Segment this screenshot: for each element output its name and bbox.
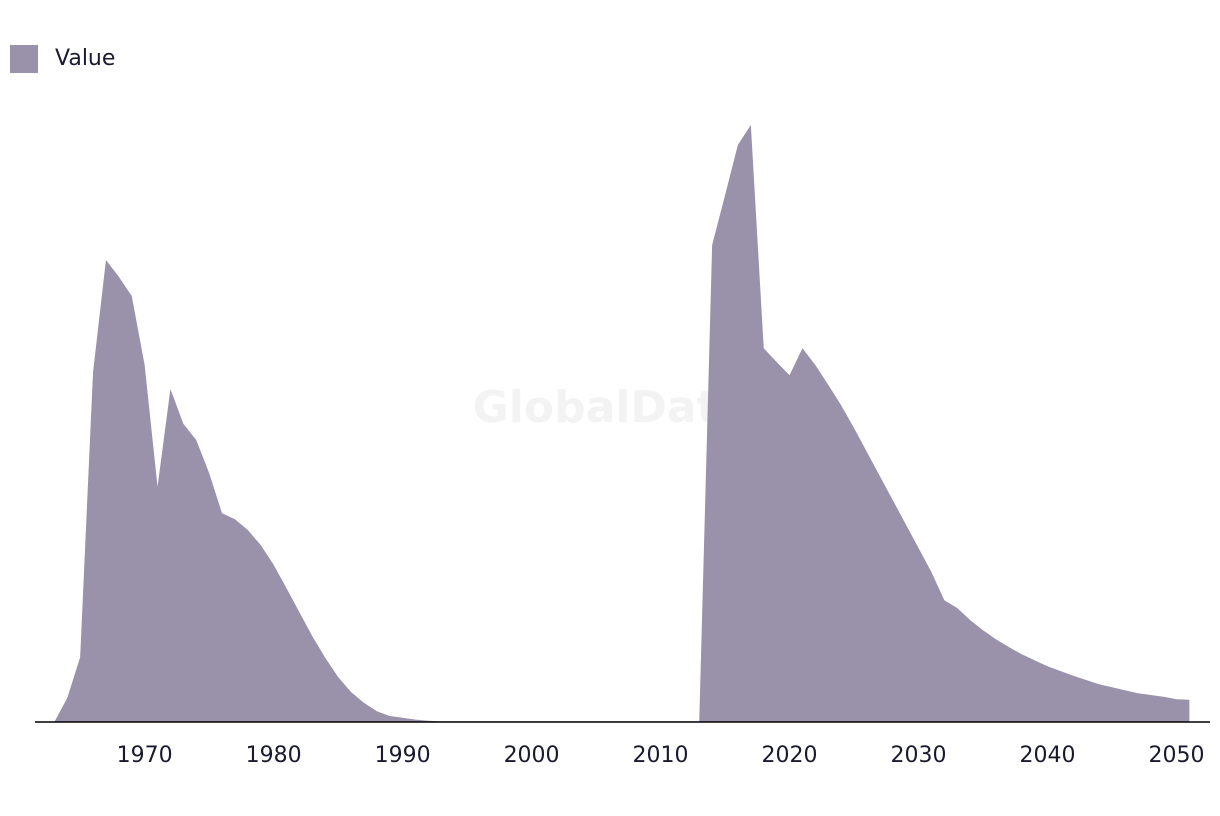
x-tick-label: 1970 xyxy=(117,743,173,768)
x-tick-label: 1980 xyxy=(246,743,302,768)
legend-label: Value xyxy=(55,46,115,71)
x-tick-label: 2050 xyxy=(1148,743,1204,768)
x-tick-label: 2020 xyxy=(762,743,818,768)
x-tick-label: 1990 xyxy=(375,743,431,768)
x-tick-label: 2010 xyxy=(633,743,689,768)
legend-swatch xyxy=(10,45,38,73)
x-tick-label: 2000 xyxy=(504,743,560,768)
area xyxy=(54,125,1190,722)
x-tick-label: 2030 xyxy=(891,743,947,768)
watermark: GlobalData xyxy=(473,382,748,433)
x-tick-label: 2040 xyxy=(1019,743,1075,768)
